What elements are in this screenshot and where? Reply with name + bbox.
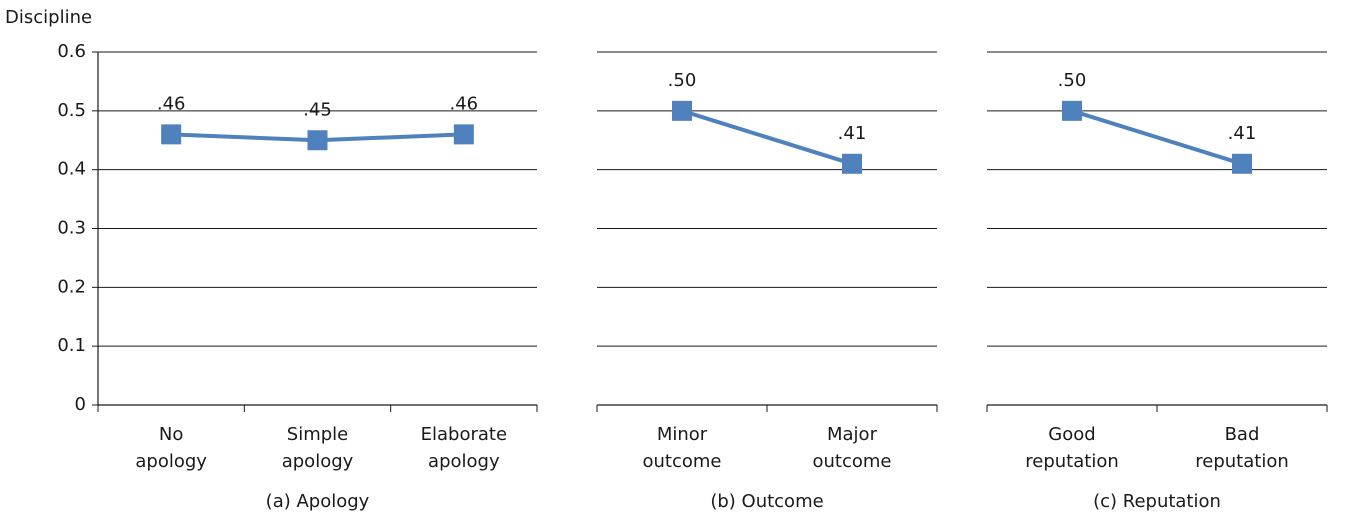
y-tick-label: 0.4 <box>57 159 86 180</box>
y-tick-label: 0.1 <box>57 335 86 356</box>
data-label: .46 <box>450 93 479 114</box>
x-tick-label: Simple apology <box>281 424 354 472</box>
x-tick-label: Major outcome <box>812 424 892 472</box>
y-tick-label: 0.2 <box>57 276 86 297</box>
marker <box>672 100 692 121</box>
y-tick-label: 0.6 <box>57 41 86 62</box>
line <box>681 108 853 166</box>
line <box>1071 108 1243 166</box>
y-tick-label: 0.5 <box>57 100 86 121</box>
x-axis-label: (a) Apology <box>265 491 370 512</box>
data-label: .50 <box>1058 70 1087 91</box>
data-label: .46 <box>157 93 186 114</box>
y-axis-label: Discipline <box>5 7 92 28</box>
x-axis-label: (b) Outcome <box>710 491 824 512</box>
x-tick-label: No apology <box>135 424 207 472</box>
x-axis-label: (c) Reputation <box>1093 491 1221 512</box>
marker <box>307 130 328 151</box>
y-tick-label: 0 <box>75 394 86 415</box>
marker <box>1232 153 1252 174</box>
data-label: .50 <box>668 70 697 91</box>
x-tick-label: Bad reputation <box>1195 424 1289 472</box>
marker <box>453 124 474 145</box>
data-label: .41 <box>1228 123 1257 144</box>
x-tick-label: Elaborate apology <box>420 424 508 472</box>
marker <box>842 153 862 174</box>
data-label: .41 <box>838 123 867 144</box>
x-tick-label: Good reputation <box>1025 424 1119 472</box>
data-label: .45 <box>303 99 332 120</box>
marker <box>1062 100 1082 121</box>
marker <box>161 124 182 145</box>
y-tick-label: 0.3 <box>57 218 86 239</box>
x-tick-label: Minor outcome <box>642 424 722 472</box>
